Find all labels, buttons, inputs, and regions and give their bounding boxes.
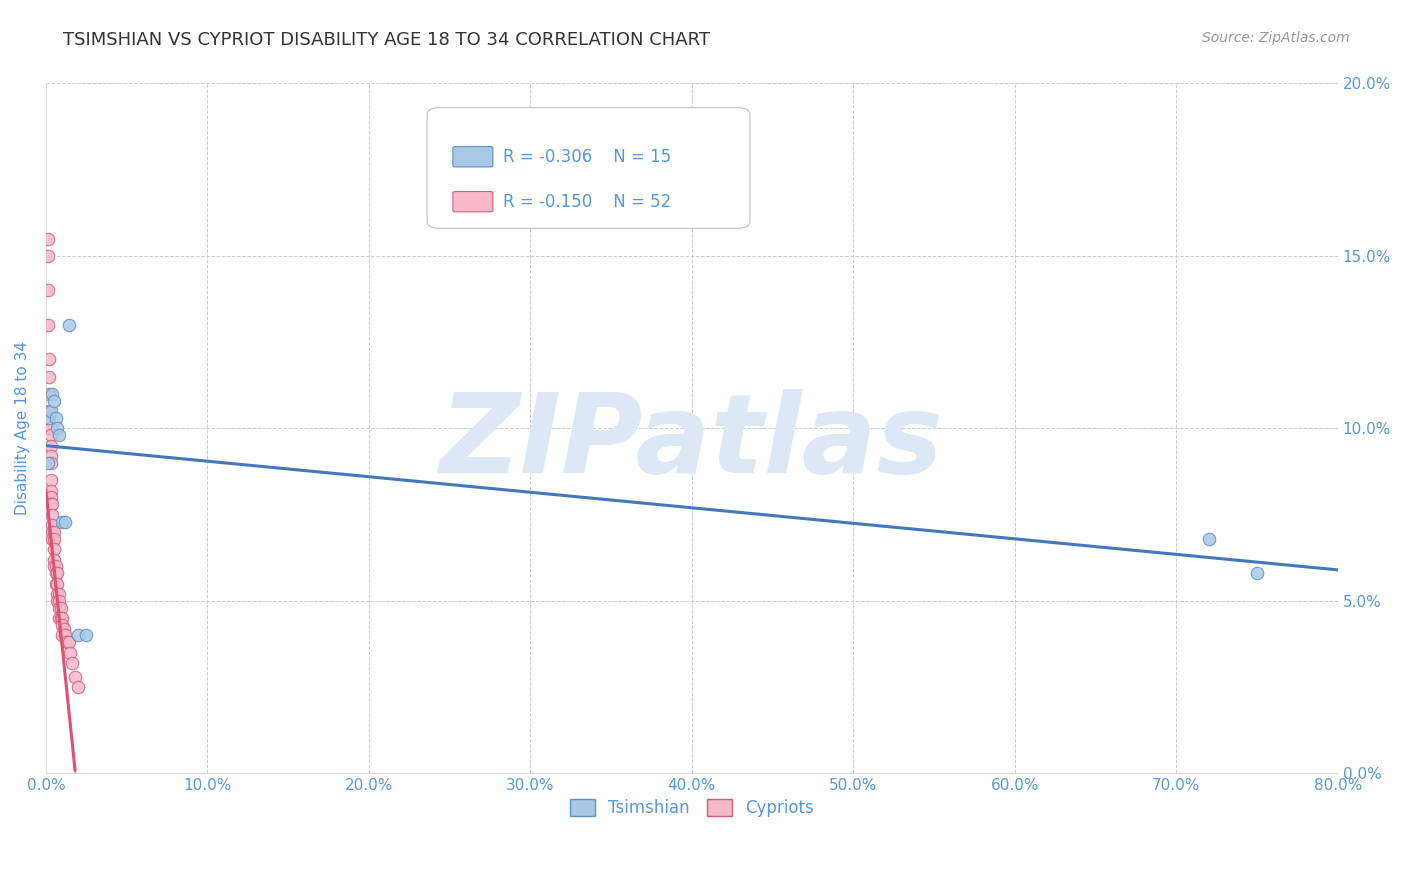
FancyBboxPatch shape — [453, 192, 494, 211]
FancyBboxPatch shape — [453, 146, 494, 167]
Point — [60, 656, 83, 670]
Point — [1246, 566, 1268, 581]
Point — [38, 352, 60, 367]
Point — [49, 611, 72, 625]
Point — [41, 532, 63, 546]
Point — [49, 600, 72, 615]
Y-axis label: Disability Age 18 to 34: Disability Age 18 to 34 — [15, 342, 30, 516]
Point — [53, 515, 76, 529]
Point — [51, 628, 73, 642]
Point — [51, 611, 73, 625]
Point — [48, 428, 70, 442]
Point — [48, 611, 70, 625]
Point — [42, 524, 65, 539]
Point — [58, 635, 80, 649]
Point — [39, 421, 62, 435]
Text: R = -0.306    N = 15: R = -0.306 N = 15 — [503, 148, 672, 166]
Point — [39, 491, 62, 505]
Point — [48, 587, 70, 601]
Point — [63, 670, 86, 684]
Point — [39, 497, 62, 511]
Point — [41, 508, 63, 522]
Point — [42, 393, 65, 408]
Point — [38, 411, 60, 425]
Point — [67, 680, 90, 694]
Point — [48, 600, 70, 615]
Point — [37, 284, 59, 298]
Point — [58, 318, 80, 332]
Point — [39, 404, 62, 418]
Point — [46, 421, 69, 435]
Point — [46, 576, 69, 591]
Point — [38, 387, 60, 401]
Point — [67, 628, 90, 642]
Point — [75, 628, 97, 642]
Point — [51, 515, 73, 529]
Point — [45, 566, 67, 581]
Point — [39, 439, 62, 453]
Point — [45, 576, 67, 591]
Text: ZIPatlas: ZIPatlas — [440, 389, 943, 496]
Point — [45, 559, 67, 574]
Point — [39, 473, 62, 487]
Point — [37, 456, 59, 470]
Text: R = -0.150    N = 52: R = -0.150 N = 52 — [503, 194, 672, 211]
Point — [41, 524, 63, 539]
Point — [56, 635, 79, 649]
Point — [48, 594, 70, 608]
Point — [42, 532, 65, 546]
Point — [38, 369, 60, 384]
Point — [41, 387, 63, 401]
Point — [38, 421, 60, 435]
FancyBboxPatch shape — [427, 108, 749, 228]
Point — [38, 404, 60, 418]
Point — [37, 249, 59, 263]
Point — [39, 456, 62, 470]
Point — [46, 566, 69, 581]
Point — [46, 587, 69, 601]
Point — [39, 483, 62, 498]
Text: Source: ZipAtlas.com: Source: ZipAtlas.com — [1202, 31, 1350, 45]
Point — [53, 628, 76, 642]
Legend: Tsimshian, Cypriots: Tsimshian, Cypriots — [564, 792, 820, 823]
Point — [1198, 532, 1220, 546]
Point — [59, 646, 82, 660]
Point — [42, 559, 65, 574]
Point — [45, 411, 67, 425]
Point — [52, 622, 75, 636]
Text: TSIMSHIAN VS CYPRIOT DISABILITY AGE 18 TO 34 CORRELATION CHART: TSIMSHIAN VS CYPRIOT DISABILITY AGE 18 T… — [63, 31, 710, 49]
Point — [42, 542, 65, 557]
Point — [46, 594, 69, 608]
Point — [39, 449, 62, 463]
Point — [39, 428, 62, 442]
Point — [37, 232, 59, 246]
Point — [51, 618, 73, 632]
Point — [42, 552, 65, 566]
Point — [41, 497, 63, 511]
Point — [37, 318, 59, 332]
Point — [41, 518, 63, 533]
